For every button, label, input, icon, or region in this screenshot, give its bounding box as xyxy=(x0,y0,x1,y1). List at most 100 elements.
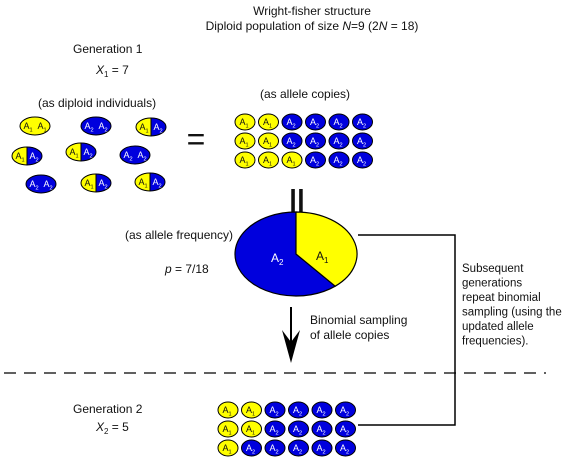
allele-label-a2: A2 xyxy=(357,155,366,168)
allele-copy: A2 xyxy=(288,401,309,419)
allele-copy: A1 xyxy=(217,420,239,438)
allele-label-a2: A2 xyxy=(153,122,162,135)
allele-label-a2: A2 xyxy=(316,405,325,418)
allele-copy: A2 xyxy=(241,439,262,457)
binomial-label-1: Binomial sampling xyxy=(310,313,407,327)
allele-label-a1: A1 xyxy=(222,405,231,418)
allele-label-a2: A2 xyxy=(333,155,342,168)
diagram-subtitle: Diploid population of size N=9 (2N = 18) xyxy=(206,19,419,33)
allele-copy: A2 xyxy=(305,113,326,131)
pie-label-a1: A1 xyxy=(316,249,329,265)
allele-copy: A2 xyxy=(264,439,286,457)
allele-label-a2: A2 xyxy=(269,443,278,456)
allele-copies-gen2: A1 A1 A2 A2 A2 A2 A1 A1 A2 A2 A2 A2 A1 A2 A2 A2 A2 A2 xyxy=(217,401,356,457)
diploid-individual: A2 A2 xyxy=(119,145,151,165)
allele-copy: A1 xyxy=(281,151,303,169)
side-note-line: repeat binomial xyxy=(462,292,541,304)
generation-1-count: X1 = 7 xyxy=(95,63,129,79)
allele-label-a2: A2 xyxy=(84,121,93,134)
allele-label-a1: A1 xyxy=(15,151,24,164)
allele-label-a2: A2 xyxy=(310,117,319,130)
allele-copy: A1 xyxy=(234,113,256,131)
diploid-individual: A1 A2 xyxy=(80,173,112,193)
allele-label-a2: A2 xyxy=(152,177,161,190)
generation-1-label: Generation 1 xyxy=(73,42,143,56)
allele-copy: A2 xyxy=(311,401,333,419)
allele-copy: A1 xyxy=(217,401,239,419)
allele-label-a2: A2 xyxy=(340,424,349,437)
allele-label-a2: A2 xyxy=(83,147,92,160)
allele-label-a2: A2 xyxy=(357,136,366,149)
allele-copy: A1 xyxy=(234,151,256,169)
allele-label-a2: A2 xyxy=(29,179,38,192)
allele-copy: A2 xyxy=(352,113,373,131)
allele-copy: A2 xyxy=(281,132,303,150)
diploid-individual: A1 A2 xyxy=(134,172,166,192)
allele-label-a2: A2 xyxy=(316,424,325,437)
allele-copy: A2 xyxy=(288,439,309,457)
allele-label-a2: A2 xyxy=(333,117,342,130)
allele-label-a1: A1 xyxy=(222,424,231,437)
subsequent-generations-note: Subsequent generations repeat binomial samp… xyxy=(462,263,562,348)
allele-label-a2: A2 xyxy=(293,443,302,456)
allele-label-a2: A2 xyxy=(357,117,366,130)
allele-label-a1: A1 xyxy=(239,155,248,168)
allele-label-a1: A1 xyxy=(263,155,272,168)
allele-label-a2: A2 xyxy=(293,405,302,418)
side-note-line: frequencies). xyxy=(462,336,528,348)
allele-label-a2: A2 xyxy=(137,150,146,163)
allele-label-a2: A2 xyxy=(29,151,38,164)
allele-copy: A2 xyxy=(328,132,350,150)
allele-label-a2: A2 xyxy=(269,424,278,437)
frequency-caption: (as allele frequency) xyxy=(125,228,233,242)
diploid-individual: A2 A2 xyxy=(80,116,112,136)
allele-label-a2: A2 xyxy=(310,136,319,149)
side-note-line: updated allele xyxy=(462,321,534,333)
allele-label-a1: A1 xyxy=(246,424,255,437)
side-note-line: sampling (using the xyxy=(462,307,562,319)
allele-label-a1: A1 xyxy=(263,117,272,130)
allele-label-a1: A1 xyxy=(139,122,148,135)
p-value: p = 7/18 xyxy=(164,262,209,276)
allele-label-a1: A1 xyxy=(23,121,32,134)
allele-copy: A1 xyxy=(241,401,262,419)
allele-copy: A1 xyxy=(217,439,239,457)
diploid-individuals: A1 A1 A2 A2 A1 A2 A1 A2 A1 A2 A2 A2 A2 A2 A1 A2 A1 A2 xyxy=(11,116,167,194)
diploid-individual: A1 A2 xyxy=(65,142,97,162)
allele-label-a2: A2 xyxy=(246,443,255,456)
allele-label-a1: A1 xyxy=(263,136,272,149)
allele-label-a2: A2 xyxy=(286,117,295,130)
diploid-individual: A1 A1 xyxy=(19,116,51,136)
allele-copy: A2 xyxy=(311,439,333,457)
side-note-line: Subsequent xyxy=(462,263,524,275)
binomial-sampling-arrow xyxy=(282,307,300,363)
allele-copy: A2 xyxy=(352,132,373,150)
allele-label-a2: A2 xyxy=(98,121,107,134)
repeat-bracket xyxy=(358,234,456,426)
allele-copies-gen1: A1 A1 A2 A2 A2 A2 A1 A1 A2 A2 A2 A2 A1 A1 A1 A2 A2 A2 xyxy=(234,113,373,169)
allele-copy: A2 xyxy=(335,401,356,419)
allele-label-a2: A2 xyxy=(293,424,302,437)
allele-label-a2: A2 xyxy=(98,178,107,191)
allele-label-a1: A1 xyxy=(69,147,78,160)
diploid-individual: A1 A2 xyxy=(135,117,167,137)
copies-caption: (as allele copies) xyxy=(260,87,350,101)
equals-sign: = xyxy=(187,121,206,157)
allele-label-a1: A1 xyxy=(222,443,231,456)
allele-copy: A2 xyxy=(335,439,356,457)
allele-label-a1: A1 xyxy=(138,177,147,190)
allele-label-a2: A2 xyxy=(333,136,342,149)
allele-label-a1: A1 xyxy=(37,121,46,134)
allele-copy: A1 xyxy=(258,151,279,169)
allele-label-a1: A1 xyxy=(246,405,255,418)
allele-copy: A2 xyxy=(305,151,326,169)
allele-copy: A2 xyxy=(288,420,309,438)
allele-label-a2: A2 xyxy=(316,443,325,456)
allele-label-a2: A2 xyxy=(340,443,349,456)
allele-copy: A2 xyxy=(328,113,350,131)
allele-copy: A1 xyxy=(241,420,262,438)
allele-label-a1: A1 xyxy=(239,136,248,149)
allele-copy: A2 xyxy=(328,151,350,169)
allele-label-a2: A2 xyxy=(286,136,295,149)
